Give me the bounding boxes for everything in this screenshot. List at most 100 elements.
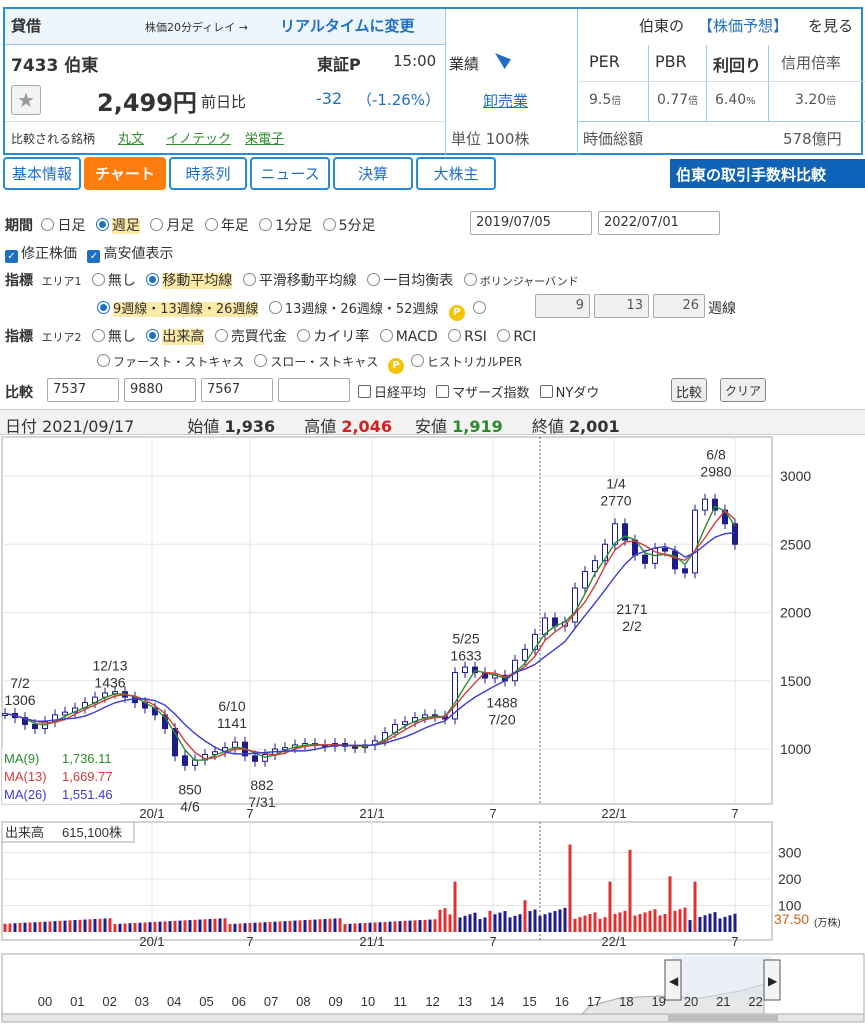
area2-option-slow-stoch[interactable]: スロー・ストキャス [254,354,378,369]
period-option-weekly[interactable]: 週足 [95,218,140,234]
compare-stock-link[interactable]: イノテック [166,132,232,147]
volume-bar [643,912,647,932]
mothers-checkbox[interactable]: マザーズ指数 [436,385,530,401]
area2-option-turnover[interactable]: 売買代金 [214,329,287,345]
tab-chart[interactable]: チャート [84,157,166,190]
volume-bar [428,919,432,932]
forecast-link[interactable]: 【株価予想】 [698,17,789,35]
volume-bar [53,921,57,932]
market-name: 東証P [317,55,361,74]
period-option-daily[interactable]: 日足 [41,218,85,234]
area2-option-deviation[interactable]: カイリ率 [297,329,369,345]
fee-compare-banner[interactable]: 伯東の取引手数料比較 [670,159,865,188]
volume-bar [583,915,587,932]
navigator-handle-left [664,959,682,1001]
volume-bar [193,919,197,932]
candle-body [182,755,188,766]
period-option-5min[interactable]: 5分足 [322,218,376,234]
navigator-year-label: 02 [102,994,116,1009]
realtime-link[interactable]: リアルタイムに変更 [280,17,415,35]
ma-option-13-26-52[interactable]: 13週線・26週線・52週線 [268,301,438,317]
volume-bar [143,922,147,932]
change-label: 前日比 [201,93,247,111]
volume-bar [393,921,397,932]
candle-body [472,666,478,674]
compare-stock-link[interactable]: 栄電子 [245,132,285,147]
volume-bar [128,923,132,932]
price-change-pct: （-1.26%） [357,91,441,109]
annotation-label: 1306 [4,692,35,708]
tab-news[interactable]: ニュース [250,157,330,190]
ma-custom-3[interactable]: 26 [653,294,705,318]
clear-button[interactable]: クリア [720,378,767,402]
volume-bar [368,922,372,932]
area1-option-none[interactable]: 無し [91,273,136,289]
compare-code-1[interactable]: 7537 [47,378,119,402]
volume-bar [633,915,637,932]
area2-option-none[interactable]: 無し [91,329,136,345]
area1-option-bollinger[interactable]: ボリンジャーバンド [463,273,579,289]
tab-timeseries[interactable]: 時系列 [169,157,247,190]
navigator-window [672,956,772,1000]
volume-bar [248,922,252,932]
area2-option-volume[interactable]: 出来高 [146,329,205,345]
area2-option-fast-stoch[interactable]: ファースト・ストキャス [97,354,244,369]
nydow-checkbox[interactable]: NYダウ [539,385,599,401]
gyoseki-label: 業績 [449,55,480,73]
volume-bar [313,919,317,932]
volume-bar [413,920,417,932]
compare-code-2[interactable]: 9880 [124,378,196,402]
area2-option-rsi[interactable]: RSI [448,329,487,345]
volume-bar [348,923,352,932]
ma-custom-2[interactable]: 13 [594,294,649,318]
tab-earnings[interactable]: 決算 [333,157,413,190]
volume-bar [68,920,72,932]
compare-code-4[interactable] [278,378,350,402]
date-to-input[interactable]: 2022/07/01 [598,211,720,235]
volume-bar [78,919,82,932]
adjusted-price-checkbox[interactable]: ✓ 修正株価 [5,246,77,263]
volume-bar [293,920,297,932]
volume-bar [183,920,187,932]
volume-bar [358,923,362,932]
volume-bar [703,915,707,932]
volume-bar [473,912,477,932]
area2-option-macd[interactable]: MACD [379,329,438,345]
volume-bar [718,918,722,932]
favorite-star-icon[interactable]: ★ [11,85,41,115]
area1-option-ichimoku[interactable]: 一目均衡表 [367,273,453,289]
area1-option-ma[interactable]: 移動平均線 [146,273,233,289]
margin-ratio-label: 信用倍率 [781,54,842,72]
margin-tag: 貸借 [11,17,42,35]
date-from-input[interactable]: 2019/07/05 [470,211,592,235]
period-option-1min[interactable]: 1分足 [259,218,312,234]
tab-basic-info[interactable]: 基本情報 [3,157,81,190]
volume-bar [63,920,67,932]
x-tick-label: 7 [731,806,738,821]
tab-major-holders[interactable]: 大株主 [416,157,496,190]
compare-button[interactable]: 比較 [671,378,708,402]
period-option-yearly[interactable]: 年足 [204,218,249,234]
nikkei-checkbox[interactable]: 日経平均 [358,385,426,401]
annotation-label: 1633 [450,648,481,664]
period-option-monthly[interactable]: 月足 [150,218,194,234]
compare-code-3[interactable]: 7567 [201,378,273,402]
ma-custom-1[interactable]: 9 [535,294,590,318]
industry-link[interactable]: 卸売業 [483,92,529,110]
volume-unit: (万株) [814,916,841,929]
mcap-value: 578億円 [783,130,842,148]
ma-option-9-13-26[interactable]: 9週線・13週線・26週線 [97,301,259,317]
highlow-checkbox[interactable]: ✓ 高安値表示 [87,246,173,263]
stock-chart[interactable]: 1000150020002500300020/120/17721/121/177… [0,436,865,1024]
volume-bar [683,907,687,932]
volume-bar [278,921,282,932]
area2-option-hist-per[interactable]: ヒストリカルPER [408,354,522,369]
y-tick-label: 2000 [780,605,811,621]
candle-body [642,554,648,564]
x-tick-label: 21/1 [359,806,384,821]
area1-option-smooth-ma[interactable]: 平滑移動平均線 [242,273,357,289]
area2-option-rci[interactable]: RCI [497,329,536,345]
volume-bar [733,913,737,932]
compare-stock-link[interactable]: 丸文 [118,132,145,147]
ma-option-custom[interactable] [473,301,487,314]
